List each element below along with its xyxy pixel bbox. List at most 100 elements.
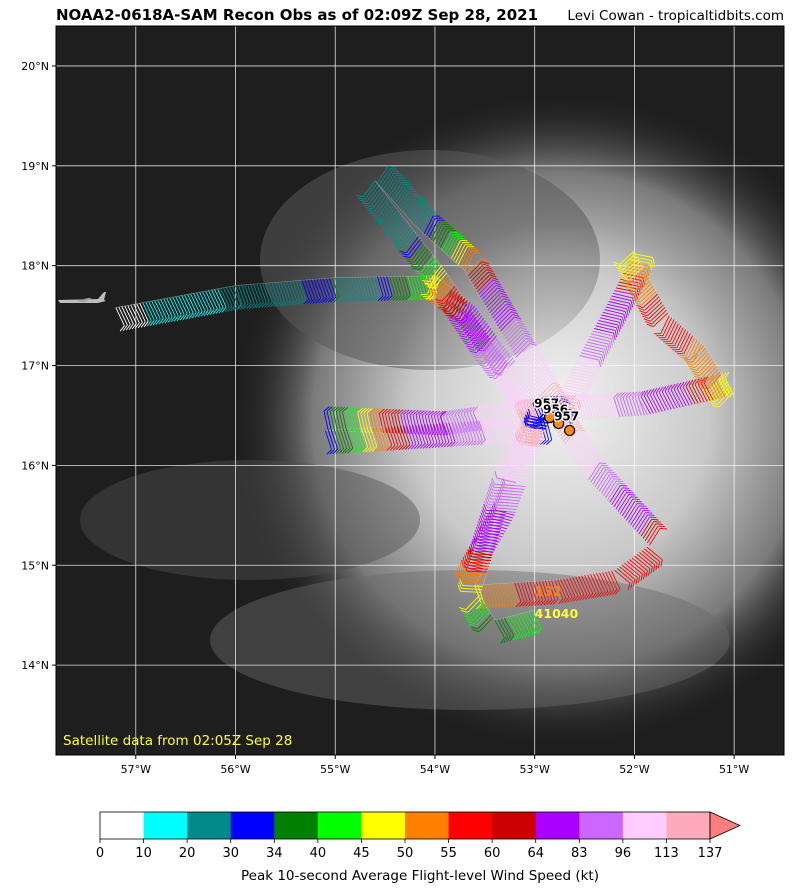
wind-barb-flag xyxy=(475,603,482,610)
wind-barb-flag xyxy=(420,293,428,296)
wind-barb-flag xyxy=(432,303,441,305)
wind-barb-flag xyxy=(417,199,426,202)
wind-barb-flag xyxy=(458,581,463,589)
wind-barb-flag xyxy=(416,443,423,450)
wind-barb xyxy=(442,422,450,443)
wind-barb-flag xyxy=(641,507,649,510)
wind-barb xyxy=(532,581,540,601)
wind-barb xyxy=(636,282,653,298)
wind-barb-flag xyxy=(425,294,432,301)
wind-barb xyxy=(397,414,403,434)
wind-barb-flag xyxy=(173,315,179,322)
wind-barb-flag xyxy=(454,408,460,415)
wind-barb-flag xyxy=(703,376,709,383)
wind-barb-flag xyxy=(525,414,528,422)
wind-barb-flag xyxy=(504,396,512,399)
wind-barb-flag xyxy=(442,410,448,417)
wind-barb xyxy=(510,335,526,350)
wind-barb-flag xyxy=(462,570,466,578)
wind-barb-flag xyxy=(576,595,582,602)
latest-wind-label: 132 xyxy=(535,585,562,600)
wind-barb xyxy=(580,455,596,471)
wind-barb-flag xyxy=(389,295,396,301)
wind-barb-flag xyxy=(434,410,441,417)
wind-barb xyxy=(575,447,591,463)
lon-tick-label: 56°W xyxy=(220,763,250,776)
wind-barb-flag xyxy=(353,447,360,454)
wind-barb xyxy=(486,525,506,532)
wind-barb xyxy=(532,403,542,422)
wind-barb xyxy=(455,306,470,323)
wind-barb-flag xyxy=(601,464,609,467)
wind-barb xyxy=(292,280,301,301)
wind-barb xyxy=(625,396,633,417)
wind-barb xyxy=(608,301,629,307)
wind-barb xyxy=(241,285,249,305)
wind-barb-flag xyxy=(472,355,481,359)
wind-barb xyxy=(265,283,273,303)
wind-barb-flag xyxy=(227,305,233,312)
wind-barb-flag xyxy=(344,447,351,454)
wind-barb-flag xyxy=(613,392,620,399)
wind-barb xyxy=(505,461,526,467)
wind-barb-flag xyxy=(502,402,508,408)
wind-barb xyxy=(421,255,434,273)
wind-barb xyxy=(624,562,641,577)
wind-barb xyxy=(448,238,459,257)
wind-barb xyxy=(339,429,348,449)
wind-barb xyxy=(631,271,647,287)
wind-barb-flag xyxy=(410,265,418,268)
lat-tick-label: 20°N xyxy=(21,60,49,73)
wind-barb xyxy=(487,507,508,509)
wind-barb xyxy=(712,380,723,399)
wind-barb-flag xyxy=(595,393,601,400)
wind-barb xyxy=(521,431,542,438)
wind-barb xyxy=(316,278,325,299)
wind-barb-flag xyxy=(523,417,527,425)
wind-barb-flag xyxy=(605,469,613,471)
wind-barb-flag xyxy=(466,334,474,337)
wind-barb-flag xyxy=(517,399,523,406)
wind-barb-flag xyxy=(500,602,507,609)
lon-tick-label: 52°W xyxy=(619,763,649,776)
wind-barb xyxy=(336,429,345,449)
wind-barb xyxy=(480,527,502,530)
wind-barb-flag xyxy=(484,404,490,411)
wind-barb xyxy=(600,476,613,494)
wind-barb xyxy=(121,306,131,325)
wind-barb xyxy=(482,345,496,362)
wind-barb xyxy=(472,269,487,285)
wind-barb xyxy=(601,314,621,321)
wind-barb xyxy=(441,232,452,251)
wind-barb-flag xyxy=(451,409,457,416)
wind-barb xyxy=(424,260,438,278)
wind-barb xyxy=(593,328,614,334)
wind-barb xyxy=(523,356,538,372)
wind-barb xyxy=(527,423,548,427)
wind-barb xyxy=(538,581,547,601)
wind-barb-flag xyxy=(477,521,482,528)
wind-barb xyxy=(427,275,436,295)
wind-barb xyxy=(620,278,640,284)
wind-barb xyxy=(415,424,423,444)
wind-barb xyxy=(516,439,537,446)
wind-barb-flag xyxy=(464,331,472,335)
wind-barb xyxy=(304,279,313,300)
wind-barb-flag xyxy=(459,562,463,570)
wind-barb xyxy=(409,414,415,435)
wind-barb-flag xyxy=(490,403,496,410)
wind-barb-flag xyxy=(694,375,702,379)
wind-barb-flag xyxy=(326,406,333,412)
wind-barb-flag xyxy=(640,390,646,397)
wind-barb xyxy=(485,512,506,515)
wind-barb xyxy=(599,572,609,592)
wind-barb-flag xyxy=(494,602,500,609)
wind-barb xyxy=(348,412,354,432)
wind-barb-flag xyxy=(342,407,349,413)
wind-barb xyxy=(330,429,339,450)
wind-barb xyxy=(410,204,423,222)
wind-barb-flag xyxy=(418,275,426,278)
wind-barb xyxy=(471,556,492,559)
colorbar-tick-label: 83 xyxy=(571,846,588,861)
wind-barb xyxy=(295,280,304,300)
